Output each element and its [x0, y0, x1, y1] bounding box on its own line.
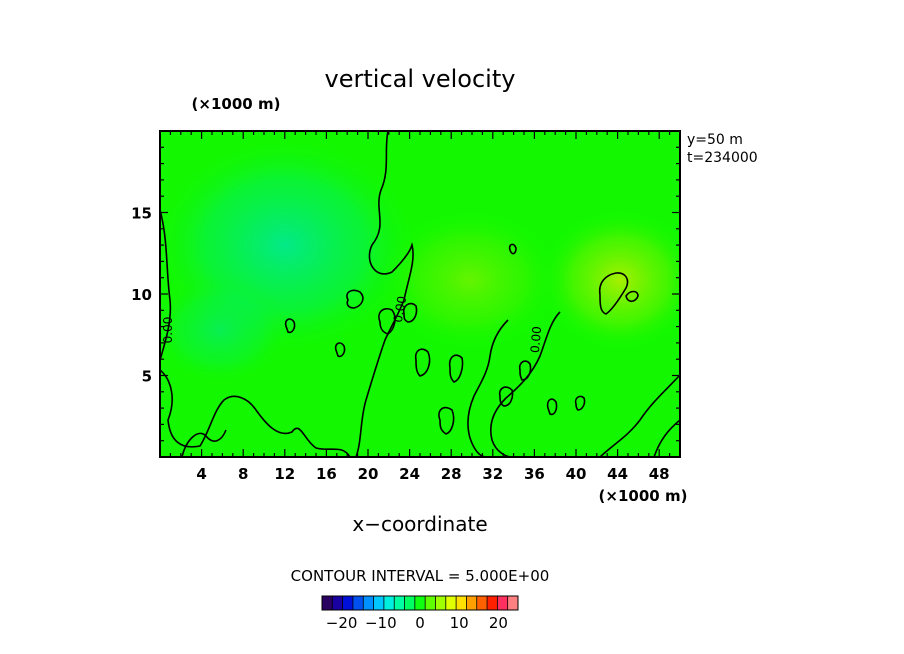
colorbar-cell — [332, 596, 344, 610]
contour-line — [546, 398, 558, 416]
colorbar-cell — [414, 596, 426, 610]
contour-line — [448, 354, 464, 383]
info-time: t=234000 — [687, 150, 758, 166]
contour-line — [355, 131, 414, 457]
colorbar-cell — [476, 596, 488, 610]
zero-contours — [160, 131, 680, 457]
colorbar-cell — [445, 596, 457, 610]
contour-line — [490, 311, 561, 457]
colorbar-tick-label: 10 — [450, 614, 469, 632]
chart-title: vertical velocity — [325, 65, 516, 93]
colorbar-tick-label: 0 — [415, 614, 425, 632]
colorbar — [321, 595, 519, 611]
contour-line — [378, 307, 396, 335]
colorbar-tick-label: −10 — [365, 614, 397, 632]
contour-line — [438, 406, 455, 435]
x-tick-label: 8 — [238, 465, 248, 483]
contour-label: 0.00 — [161, 317, 175, 344]
info-y-position: y=50 m — [687, 132, 743, 148]
y-tick-label: 15 — [131, 205, 152, 223]
x-tick-label: 12 — [274, 465, 295, 483]
x-tick-label: 4 — [196, 465, 206, 483]
x-tick-label: 20 — [358, 465, 379, 483]
colorbar-tick-label: 20 — [489, 614, 508, 632]
colorbar-cell — [363, 596, 375, 610]
x-axis-label: x−coordinate — [352, 512, 487, 536]
contour-label: 0.00 — [391, 295, 409, 324]
x-tick-label: 40 — [566, 465, 587, 483]
colorbar-cell — [456, 596, 467, 610]
colorbar-cell — [466, 596, 478, 610]
field-low-region — [160, 275, 290, 385]
colorbar-cell — [507, 596, 519, 610]
colorbar-tick-labels: −20 −10 0 10 20 — [326, 614, 508, 632]
y-tick-label: 10 — [131, 286, 152, 304]
x-tick-label: 44 — [607, 465, 628, 483]
contour-line — [284, 318, 296, 334]
x-tick-label: 16 — [316, 465, 337, 483]
x-axis: 4 8 12 16 20 24 28 32 36 40 44 48 — [169, 131, 671, 483]
contour-line — [160, 369, 351, 457]
contour-line — [181, 429, 227, 457]
contour-label: 0.00 — [528, 326, 544, 354]
contour-line — [598, 272, 629, 315]
contour-line — [346, 289, 364, 309]
x-tick-label: 24 — [399, 465, 420, 483]
colorbar-cell — [435, 596, 447, 610]
colorbar-cell — [352, 596, 364, 610]
colorbar-cell — [383, 596, 395, 610]
contour-line — [467, 319, 509, 457]
colorbar-cell — [404, 596, 416, 610]
y-axis: 5 10 15 — [131, 146, 680, 442]
contour-line — [518, 360, 532, 381]
colorbar-cell — [394, 596, 406, 610]
contour-line — [625, 290, 639, 303]
y-tick-label: 5 — [142, 368, 152, 386]
contour-line — [599, 374, 680, 457]
colorbar-cell — [425, 596, 436, 610]
contour-line — [498, 386, 514, 407]
colorbar-cell — [322, 596, 333, 610]
field-high-region — [540, 210, 680, 350]
colorbar-cell — [487, 596, 498, 610]
plot-area: 0.00 0.00 0.00 — [160, 131, 680, 457]
contour-line — [334, 342, 346, 358]
y-axis-unit: (×1000 m) — [192, 95, 281, 113]
colorbar-frame — [321, 595, 519, 611]
x-tick-label: 48 — [649, 465, 670, 483]
contour-line — [402, 302, 418, 323]
contour-line — [508, 243, 517, 255]
contour-line — [414, 348, 431, 377]
contour-interval-text: CONTOUR INTERVAL = 5.000E+00 — [291, 567, 550, 585]
x-tick-label: 36 — [524, 465, 545, 483]
colorbar-cell — [497, 596, 509, 610]
contour-line — [160, 209, 172, 361]
x-tick-label: 28 — [441, 465, 462, 483]
x-axis-unit: (×1000 m) — [599, 487, 688, 505]
colorbar-tick-label: −20 — [326, 614, 358, 632]
contour-line — [574, 395, 586, 411]
contour-line — [653, 419, 680, 457]
x-tick-label: 32 — [482, 465, 503, 483]
colorbar-cell — [373, 596, 385, 610]
colorbar-cell — [342, 596, 354, 610]
